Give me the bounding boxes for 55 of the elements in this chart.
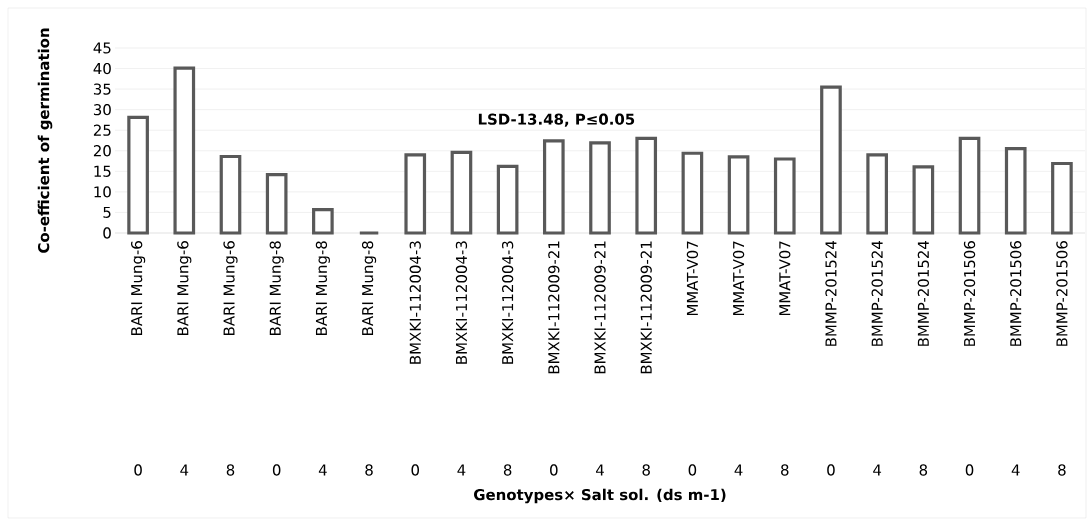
text: 4 [873,464,882,476]
y-tick-label: 20 [93,145,111,157]
text: 4 [595,464,604,476]
text: 4 [1011,464,1020,476]
x-tick-label: BMMP-201524 [825,241,837,346]
x-tick-label: BMXKI-112009-21 [548,241,560,374]
text: 4 [180,464,189,476]
x-tick-label: BARI Mung-8 [269,241,284,335]
text: 0 [134,464,142,476]
y-tick-label: 0 [103,227,111,239]
y-tick-label: 45 [93,42,111,54]
text: 4 [457,464,466,476]
x-tick-label: BMMP-201524 [917,241,929,346]
x-tick-label: BARI Mung-6 [131,241,146,335]
x-tick-label: BARI Mung-8 [315,241,330,335]
text: 0 [550,464,558,476]
text: 0 [688,464,697,476]
text: 8 [642,464,650,476]
text: 8 [1058,464,1066,476]
text: 8 [919,464,928,476]
y-axis-title: Co-efficient of germination [37,28,53,253]
x-tick-label: BMXKI-112004-3 [409,241,421,364]
x-tick-label: BARI Mung-8 [361,241,377,335]
x-tick-label: BMMP-201506 [1056,241,1068,346]
text: 8 [503,464,512,476]
x-tick-label: BMXKI-112009-21 [594,241,606,374]
y-tick-label: 25 [93,124,111,136]
text: 0 [965,464,974,476]
text: 8 [226,464,235,476]
x-tick-label: MMAT-V07 [779,241,791,316]
x-tick-label: BMXKI-112009-21 [640,241,652,374]
y-tick-label: 15 [94,165,111,177]
y-tick-label: 35 [93,83,111,95]
x-tick-label: BMMP-201506 [963,241,976,346]
text: 0 [272,464,281,476]
x-tick-label: BMMP-201506 [1010,241,1022,346]
text: 4 [734,464,743,476]
x-tick-label: MMAT-V07 [686,241,699,316]
x-tick-label: MMAT-V07 [732,241,745,316]
text: 8 [781,464,789,476]
x-tick-label: BARI Mung-6 [177,241,192,335]
x-tick-label: BMXKI-112004-3 [455,241,468,364]
text: 4 [318,464,327,476]
text: 0 [411,464,420,476]
y-tick-label: 5 [103,206,111,218]
y-tick-label: 10 [94,186,111,198]
text: 8 [365,464,373,476]
x-tick-label: BMXKI-112004-3 [501,241,514,364]
text: 0 [827,464,835,476]
y-tick-label: 40 [93,62,111,75]
y-tick-label: 30 [93,104,111,116]
x-tick-label: BMMP-201524 [871,241,883,346]
x-tick-label: BARI Mung-6 [223,241,238,335]
annotation: LSD-13.48, P≤0.05 [478,113,635,127]
text: Genotypes× Salt sol. (ds m-1) [474,488,726,504]
